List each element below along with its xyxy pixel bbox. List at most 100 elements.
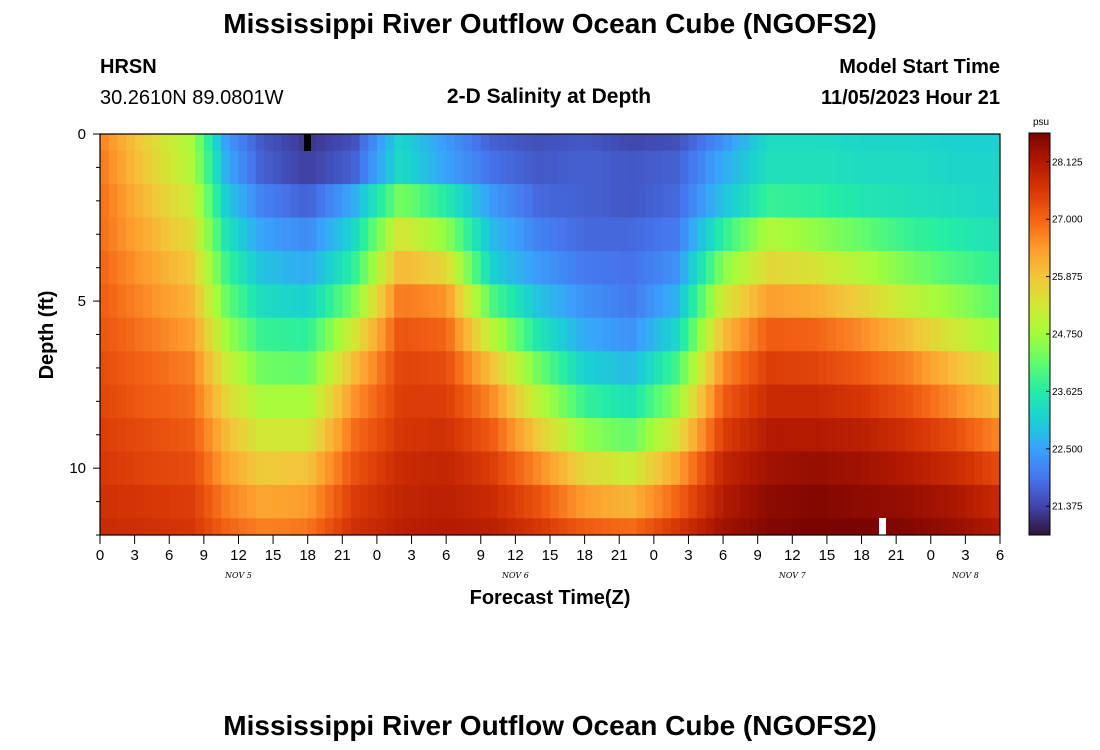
heatmap-cell	[264, 184, 274, 219]
heatmap-cell	[930, 217, 941, 252]
heatmap-cell	[610, 384, 620, 419]
heatmap-cell	[662, 134, 672, 152]
heatmap-cell	[221, 284, 231, 319]
heatmap-cell	[749, 184, 759, 219]
heatmap-cell	[662, 484, 672, 519]
heatmap-cell	[463, 384, 473, 419]
heatmap-cell	[705, 351, 716, 386]
heatmap-cell	[264, 484, 274, 519]
heatmap-cell	[290, 451, 300, 486]
heatmap-cell	[498, 418, 508, 453]
heatmap-cell	[221, 451, 231, 486]
heatmap-cell	[705, 250, 716, 285]
heatmap-cell	[134, 418, 144, 453]
heatmap-cell	[671, 184, 681, 219]
heatmap-cell	[956, 384, 966, 419]
heatmap-cell	[610, 150, 620, 185]
heatmap-cell	[766, 351, 776, 386]
heatmap-cell	[904, 184, 915, 219]
heatmap-cell	[299, 284, 309, 319]
heatmap-cell	[264, 134, 274, 152]
heatmap-cell	[221, 384, 231, 419]
heatmap-cell	[454, 184, 465, 219]
heatmap-cell	[498, 451, 508, 486]
heatmap-cell	[342, 317, 352, 352]
heatmap-cell	[948, 384, 958, 419]
heatmap-cell	[852, 484, 863, 519]
heatmap-cell	[264, 284, 274, 319]
heatmap-cell	[766, 184, 776, 219]
heatmap-cell	[974, 217, 984, 252]
heatmap-cell	[316, 351, 326, 386]
heatmap-cell	[350, 184, 361, 219]
heatmap-cell	[342, 484, 352, 519]
heatmap-cell	[420, 484, 430, 519]
heatmap-cell	[939, 451, 949, 486]
heatmap-cell	[887, 384, 897, 419]
heatmap-cell	[636, 284, 646, 319]
heatmap-cell	[904, 451, 915, 486]
heatmap-cell	[125, 217, 136, 252]
heatmap-cell	[939, 351, 949, 386]
colorbar-segment	[1029, 517, 1050, 521]
heatmap-cell	[930, 250, 941, 285]
heatmap-cell	[290, 418, 300, 453]
heatmap-cell	[991, 134, 1000, 152]
heatmap-cell	[212, 217, 222, 252]
heatmap-cell	[368, 418, 378, 453]
heatmap-cell	[125, 484, 136, 519]
x-tick-label: 0	[96, 547, 104, 564]
heatmap-cell	[281, 250, 291, 285]
colorbar-segment	[1029, 246, 1050, 250]
colorbar-segment	[1029, 243, 1050, 247]
heatmap-cell	[645, 217, 655, 252]
heatmap-cell	[731, 250, 741, 285]
colorbar-segment	[1029, 153, 1050, 157]
heatmap-cell	[948, 518, 958, 535]
heatmap-cell	[619, 518, 629, 535]
heatmap-cell	[740, 134, 750, 152]
heatmap-cell	[506, 150, 516, 185]
heatmap-cell	[826, 317, 837, 352]
heatmap-cell	[350, 317, 361, 352]
heatmap-cell	[411, 317, 421, 352]
heatmap-cell	[437, 351, 447, 386]
heatmap-cell	[238, 384, 248, 419]
heatmap-cell	[299, 451, 309, 486]
heatmap-cell	[818, 451, 828, 486]
heatmap-cell	[385, 451, 395, 486]
heatmap-cell	[359, 351, 369, 386]
heatmap-cell	[100, 150, 110, 185]
heatmap-cell	[498, 317, 508, 352]
heatmap-cell	[350, 384, 361, 419]
heatmap-cell	[896, 484, 906, 519]
heatmap-cell	[887, 518, 897, 535]
colorbar-segment	[1029, 215, 1050, 219]
heatmap-cell	[636, 250, 646, 285]
heatmap-cell	[679, 351, 690, 386]
heatmap-cell	[342, 518, 352, 535]
heatmap-cell	[567, 217, 577, 252]
heatmap-cell	[143, 451, 153, 486]
heatmap-cell	[671, 317, 681, 352]
heatmap-cell	[177, 451, 188, 486]
heatmap-cell	[402, 150, 413, 185]
heatmap-cell	[679, 184, 690, 219]
colorbar-segment	[1029, 316, 1050, 320]
heatmap-cell	[472, 317, 482, 352]
colorbar-segment	[1029, 236, 1050, 240]
colorbar-segment	[1029, 381, 1050, 385]
colorbar-segment	[1029, 230, 1050, 234]
heatmap-cell	[480, 518, 491, 535]
heatmap-cell	[575, 418, 586, 453]
heatmap-cell	[108, 250, 118, 285]
heatmap-cell	[100, 134, 110, 152]
heatmap-cell	[939, 317, 949, 352]
heatmap-cell	[359, 217, 369, 252]
heatmap-cell	[143, 134, 153, 152]
heatmap-cell	[160, 317, 170, 352]
heatmap-cell	[108, 284, 118, 319]
heatmap-cell	[619, 351, 629, 386]
heatmap-cell	[472, 451, 482, 486]
colorbar-segment	[1029, 311, 1050, 315]
